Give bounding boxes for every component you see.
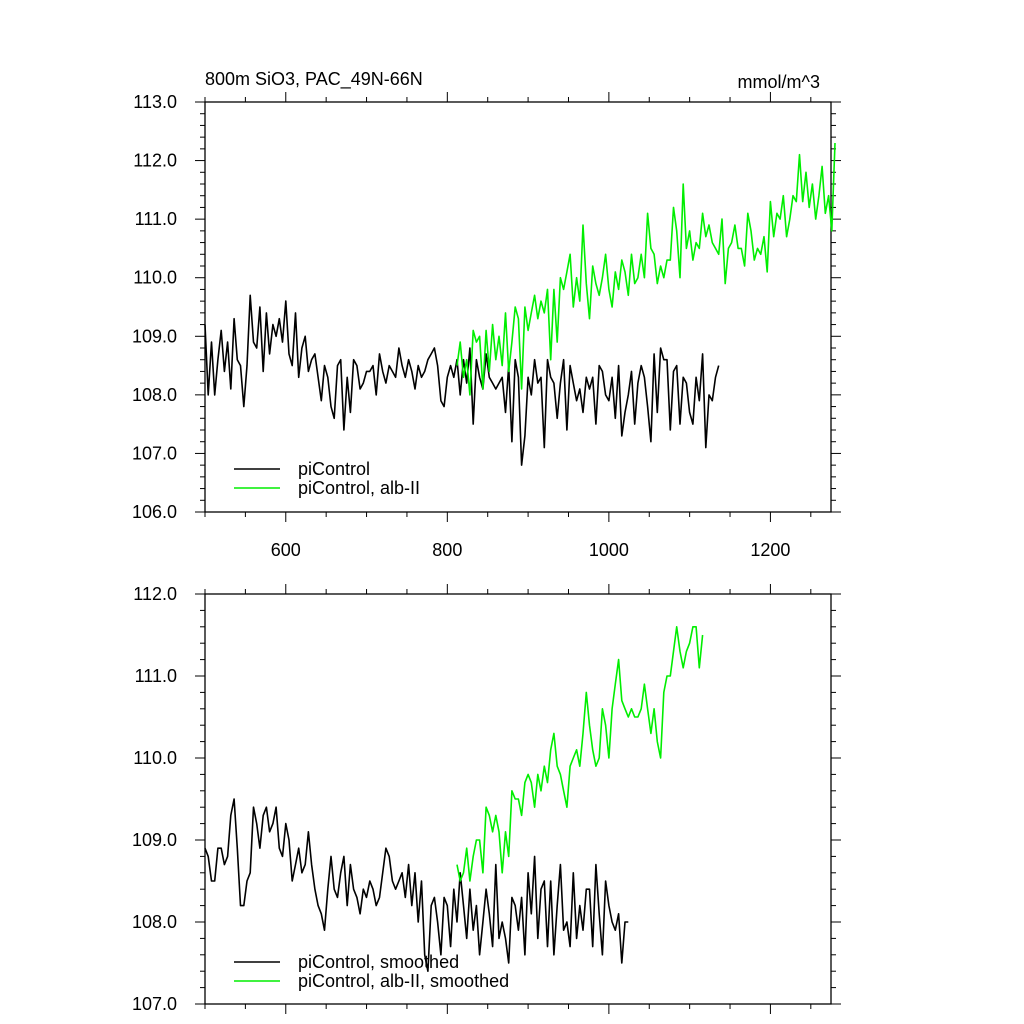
plot-frame bbox=[204, 593, 832, 1005]
series-line-picontrol bbox=[204, 294, 720, 466]
chart-units: mmol/m^3 bbox=[738, 72, 820, 92]
y-tick-label: 109.0 bbox=[132, 326, 177, 346]
y-tick-label: 112.0 bbox=[133, 151, 177, 171]
y-tick-label: 112.0 bbox=[133, 584, 177, 604]
y-tick-label: 107.0 bbox=[132, 994, 177, 1014]
x-tick-label: 800 bbox=[432, 540, 462, 560]
y-tick-label: 107.0 bbox=[132, 443, 177, 463]
y-tick-label: 108.0 bbox=[132, 912, 177, 932]
series-line-alb-ii bbox=[456, 625, 704, 882]
top-panel: 106.0 107.0 108.0 109.0 110.0 111.0 112.0 113.0… bbox=[132, 92, 841, 560]
chart-title: 800m SiO3, PAC_49N-66N bbox=[205, 69, 423, 90]
y-tick-label: 109.0 bbox=[132, 830, 177, 850]
series-line-alb-ii bbox=[456, 142, 836, 396]
legend-label: piControl bbox=[298, 459, 370, 479]
y-tick-label: 106.0 bbox=[132, 502, 177, 522]
bottom-panel: 107.0 108.0 109.0 110.0 111.0 112.0 piControl,… bbox=[132, 584, 841, 1014]
x-tick-label: 600 bbox=[271, 540, 301, 560]
legend-label: piControl, smoothed bbox=[298, 952, 459, 972]
series-line-picontrol bbox=[204, 798, 629, 973]
y-tick-label: 108.0 bbox=[132, 385, 177, 405]
y-tick-label: 110.0 bbox=[133, 748, 177, 768]
x-tick-label: 1000 bbox=[589, 540, 629, 560]
y-tick-label: 111.0 bbox=[135, 209, 177, 229]
y-tick-label: 111.0 bbox=[135, 666, 177, 686]
x-tick-label: 1200 bbox=[750, 540, 790, 560]
legend-label: piControl, alb-II, smoothed bbox=[298, 971, 509, 991]
plot-frame bbox=[204, 101, 832, 513]
legend-label: piControl, alb-II bbox=[298, 478, 420, 498]
y-tick-label: 110.0 bbox=[133, 268, 177, 288]
y-tick-label: 113.0 bbox=[133, 92, 177, 112]
